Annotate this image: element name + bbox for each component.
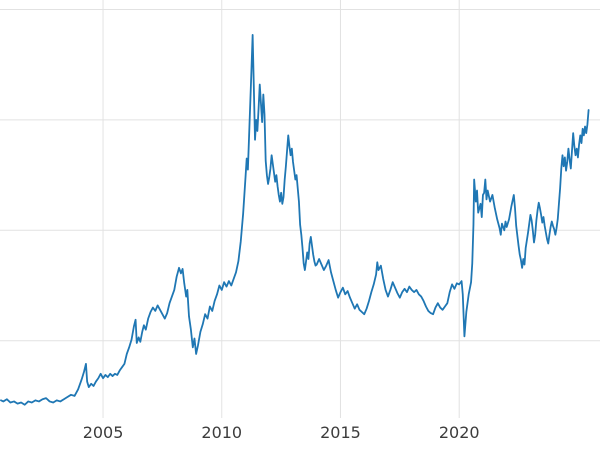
x-tick-label: 2005 xyxy=(83,423,124,442)
x-tick-label: 2020 xyxy=(439,423,480,442)
x-tick-label: 2010 xyxy=(201,423,242,442)
x-tick-label: 2015 xyxy=(320,423,361,442)
series-line xyxy=(0,33,590,406)
